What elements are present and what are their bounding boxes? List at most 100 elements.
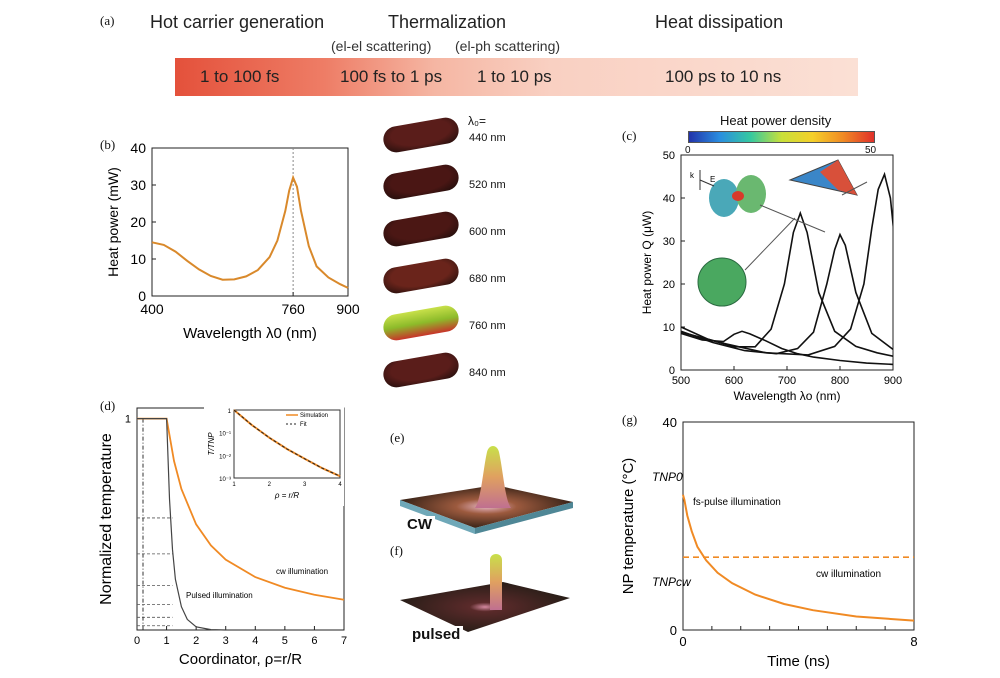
- x-tick-label: 7: [341, 635, 347, 647]
- y-axis-label: Heat power (mW): [105, 167, 121, 277]
- panel-g-label: (g): [622, 412, 638, 427]
- y-tick-label: 0: [669, 365, 675, 377]
- y-axis-label: Normalized temperature: [98, 433, 115, 605]
- colorbar-min-label: 0: [685, 145, 691, 156]
- y-axis-label: Heat power Q (μW): [640, 211, 654, 315]
- heat-density-colorbar: [688, 131, 875, 143]
- x-tick-label: 5: [282, 635, 288, 647]
- colorbar-max-label: 50: [865, 145, 877, 156]
- inset-x-tick-label: 1: [232, 482, 236, 488]
- x-tick-label: 600: [725, 375, 743, 387]
- inset-x-tick-label: 4: [338, 482, 342, 488]
- pulsed-annotation: Pulsed illumination: [186, 591, 253, 600]
- x-tick-label: 500: [672, 375, 690, 387]
- x-tick-label: 800: [831, 375, 849, 387]
- fs-pulse-curve: [682, 494, 915, 622]
- inset-fit-curve: [233, 409, 341, 477]
- x-tick-label: 1: [164, 635, 170, 647]
- legend-simulation-label: Simulation: [300, 413, 328, 419]
- phase-heat-dissipation-title: Heat dissipation: [655, 12, 784, 32]
- x-tick-label: 3: [223, 635, 229, 647]
- x-tick-label: 400: [140, 301, 164, 317]
- y-tick-label: 40: [663, 193, 675, 205]
- panel-c-label: (c): [622, 128, 637, 143]
- y-tick-label: 0: [670, 623, 677, 638]
- inset-x-tick-label: 2: [268, 482, 272, 488]
- y-tick-label: 10: [130, 251, 146, 267]
- panel-d-label: (d): [100, 398, 116, 413]
- dimer-particle-right-icon: [736, 175, 766, 213]
- cw-annotation: cw illumination: [276, 567, 328, 576]
- time-el-ph: 1 to 10 ps: [477, 67, 552, 86]
- cw-curve: [137, 417, 345, 601]
- time-heat-dissipation: 100 ps to 10 ns: [665, 67, 782, 86]
- x-tick-label: 6: [311, 635, 317, 647]
- y-tick-label: 50: [663, 150, 675, 162]
- phase-hot-carrier-title: Hot carrier generation: [150, 12, 325, 32]
- x-tick-label: 2: [193, 635, 199, 647]
- inset-y-axis-label: T/TNP: [207, 432, 216, 456]
- y-tick-label: 20: [130, 214, 146, 230]
- cw-temperature-surface: [400, 446, 573, 534]
- k-label: k: [690, 171, 695, 180]
- y-tick-label: 40: [663, 415, 677, 430]
- e-label: E: [710, 175, 715, 184]
- pointer-line: [744, 217, 796, 271]
- y-tick-label: 40: [130, 140, 146, 156]
- inset-y-tick-label: 10⁻²: [219, 454, 231, 460]
- x-axis-label: Time (ns): [767, 653, 830, 670]
- y-tick-label: 1: [125, 414, 131, 426]
- pointer-line: [759, 204, 826, 233]
- x-tick-label: 0: [679, 634, 686, 649]
- dimer-hotspot-icon: [732, 191, 744, 201]
- heat-power-curve: [151, 174, 349, 289]
- pointer-line: [841, 181, 868, 196]
- inset-background: [204, 406, 344, 506]
- pulsed-curve: [137, 418, 226, 631]
- pulsed-temperature-surface: [400, 554, 570, 632]
- x-axis-label: Wavelength λo (nm): [734, 389, 841, 403]
- label-t-np-cw: TNPcw: [652, 575, 692, 589]
- nanorod-wavelength-label: 600 nm: [469, 226, 506, 238]
- x-tick-label: 8: [910, 634, 917, 649]
- triangle-hotspot-icon: [820, 160, 857, 195]
- inset-frame: [233, 409, 341, 479]
- fs-pulse-annotation: fs-pulse illumination: [693, 497, 781, 508]
- plot-frame: [682, 421, 915, 631]
- x-tick-label: 4: [252, 635, 258, 647]
- e-vector-icon: [699, 179, 715, 187]
- panel-e-label: (e): [390, 430, 405, 445]
- nanorod-wavelength-label: 440 nm: [469, 132, 506, 144]
- x-tick-label: 900: [884, 375, 902, 387]
- heat-power-curve: [681, 232, 893, 355]
- nanorod-wavelength-label: 840 nm: [469, 367, 506, 379]
- nanorod-wavelength-label: 520 nm: [469, 179, 506, 191]
- inset-y-tick-label: 1: [228, 409, 232, 415]
- inset-y-tick-label: 10⁻¹: [219, 432, 231, 438]
- colorbar-title: Heat power density: [720, 113, 832, 128]
- inset-x-axis-label: ρ = r/R: [274, 491, 300, 500]
- lambda-header: λ₀=: [468, 114, 486, 128]
- x-tick-label: 0: [134, 635, 140, 647]
- disk-particle-icon: [697, 257, 747, 307]
- panel-f-label: (f): [390, 543, 403, 558]
- inset-x-tick-label: 3: [303, 482, 307, 488]
- time-hot-carrier: 1 to 100 fs: [200, 67, 280, 86]
- el-el-scattering-label: (el-el scattering): [331, 38, 432, 54]
- el-ph-scattering-label: (el-ph scattering): [455, 38, 561, 54]
- legend-fit-label: Fit: [300, 422, 307, 428]
- time-el-el: 100 fs to 1 ps: [340, 67, 443, 86]
- y-axis-label: NP temperature (°C): [620, 458, 637, 595]
- y-tick-label: 10: [663, 322, 675, 334]
- timescale-gradient-bar: [175, 58, 858, 96]
- x-tick-label: 760: [281, 301, 305, 317]
- y-tick-label: 30: [130, 177, 146, 193]
- label-t-np-0: TNP0: [652, 470, 683, 484]
- nanorod-wavelength-label: 680 nm: [469, 273, 506, 285]
- y-tick-label: 30: [663, 236, 675, 248]
- x-tick-label: 900: [336, 301, 360, 317]
